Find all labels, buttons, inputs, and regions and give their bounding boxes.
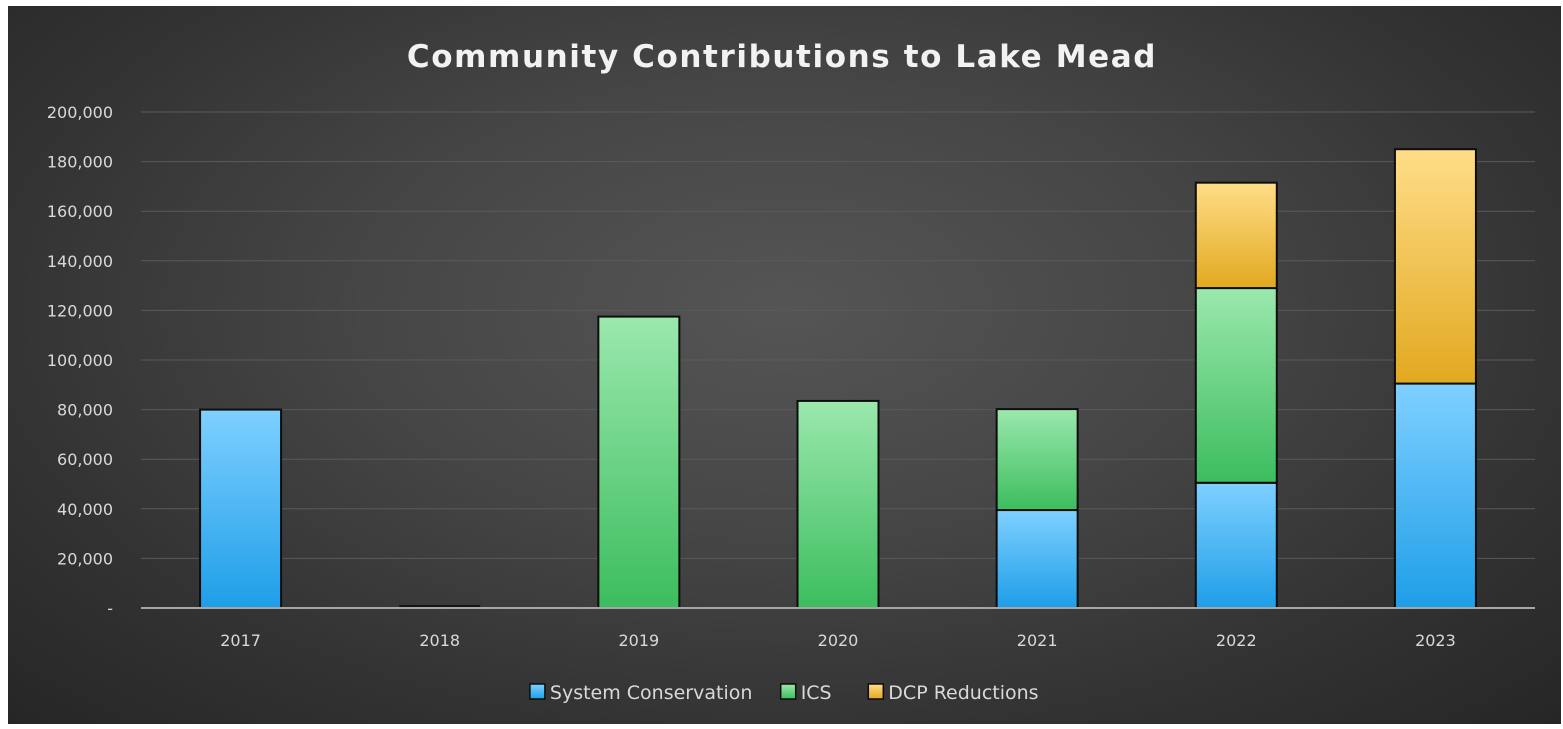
bar-2020-ics <box>796 399 880 610</box>
bar-2022-system-conservation <box>1194 481 1278 610</box>
legend-swatch-dcp-reductions <box>867 683 885 700</box>
y-tick-label: 100,000 <box>47 351 113 370</box>
x-tick-label: 2021 <box>1017 631 1058 650</box>
legend-label: System Conservation <box>550 682 753 704</box>
bar-2018-empty <box>399 605 481 608</box>
y-axis-tick-labels: - 20,000 40,000 60,000 80,000 100,000 120,000 1… <box>47 103 113 618</box>
bar-2023-dcp-reductions <box>1393 148 1477 385</box>
legend-label: DCP Reductions <box>888 682 1038 704</box>
x-axis-tick-labels: 2017 2018 2019 2020 2021 2022 2023 <box>220 631 1456 650</box>
x-tick-label: 2020 <box>818 631 859 650</box>
x-tick-label: 2018 <box>419 631 460 650</box>
x-tick-label: 2022 <box>1216 631 1257 650</box>
y-tick-label: 160,000 <box>47 202 113 221</box>
bar-2022-ics <box>1194 287 1278 484</box>
y-tick-label: 80,000 <box>57 401 113 420</box>
bar-2019-ics <box>597 315 681 609</box>
chart-title: Community Contributions to Lake Mead <box>407 39 1157 75</box>
bar-2022-dcp-reductions <box>1194 181 1278 290</box>
legend-swatch-ics <box>779 683 797 700</box>
legend: System Conservation ICS DCP Reductions <box>529 682 1039 704</box>
bar-2021-system-conservation <box>995 509 1079 610</box>
y-tick-label: 60,000 <box>57 450 113 469</box>
bar-2021-ics <box>995 408 1079 512</box>
legend-swatch-system-conservation <box>529 683 546 700</box>
bar-2017-system-conservation <box>199 408 283 609</box>
y-tick-label: 20,000 <box>57 549 113 568</box>
y-tick-label: 140,000 <box>47 252 113 271</box>
y-tick-label: 40,000 <box>57 500 113 519</box>
x-tick-label: 2023 <box>1415 631 1456 650</box>
bar-2023-system-conservation <box>1393 382 1477 609</box>
x-tick-label: 2019 <box>618 631 659 650</box>
y-tick-label: 180,000 <box>47 153 113 172</box>
y-tick-label: 200,000 <box>47 103 113 122</box>
y-tick-label: 120,000 <box>47 301 113 320</box>
y-tick-label: - <box>107 599 113 618</box>
bars <box>199 148 1477 610</box>
legend-label: ICS <box>801 682 832 704</box>
x-tick-label: 2017 <box>220 631 261 650</box>
